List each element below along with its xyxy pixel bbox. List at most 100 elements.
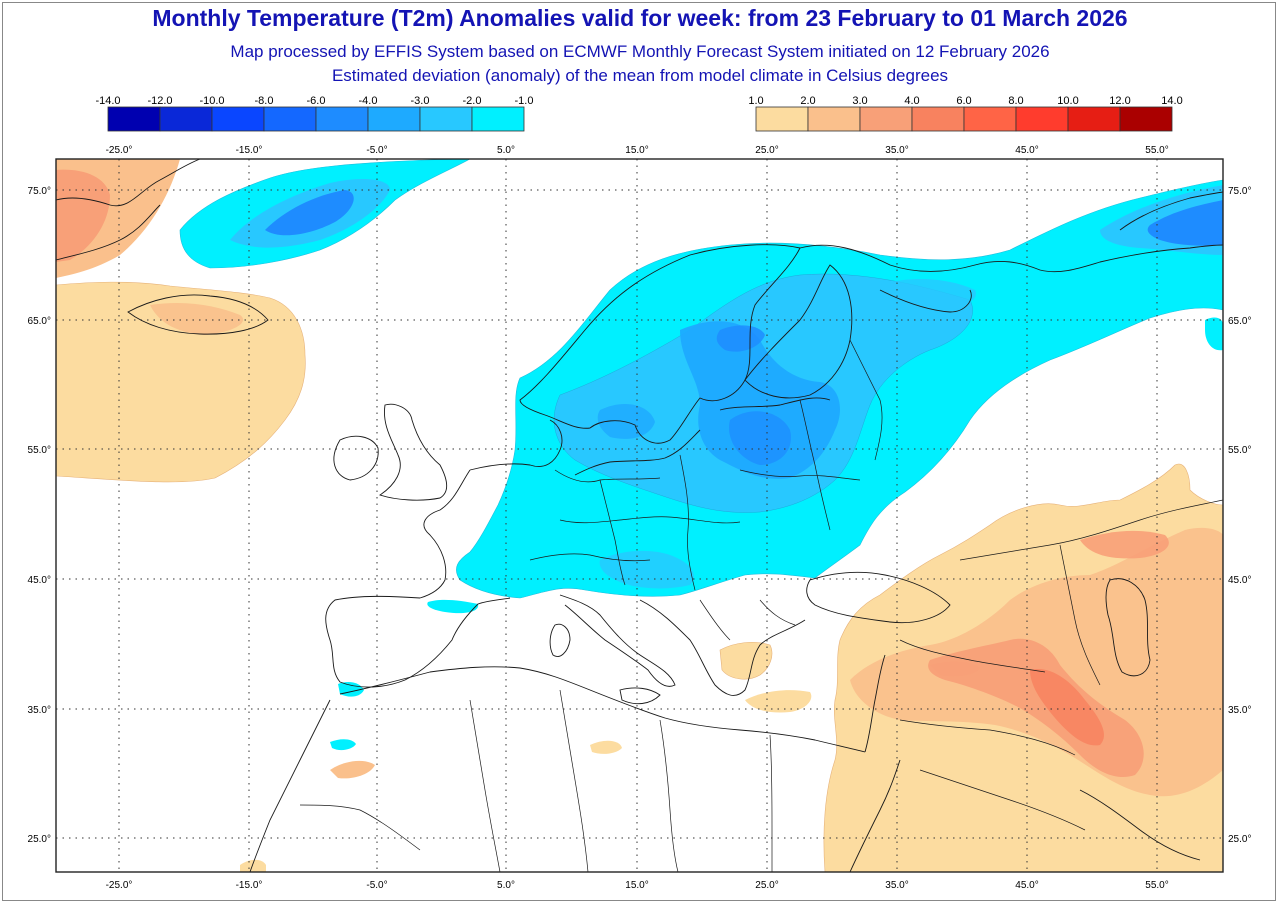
longitude-labels-bottom: -25.0° -15.0° -5.0° 5.0° 15.0° 25.0° 35.0° 45.0… <box>106 880 1169 891</box>
latitude-label: 65.0° <box>28 316 51 327</box>
warm-anomaly-zagros <box>1030 669 1105 746</box>
cold-anomaly-caspian-edge <box>1205 317 1223 351</box>
coastline-sicily <box>619 687 661 705</box>
legend-warm-swatch <box>1015 106 1069 132</box>
warm-anomaly-atlantic <box>56 281 306 483</box>
latitude-label: 75.0° <box>28 186 51 197</box>
longitude-labels-top: -25.0° -15.0° -5.0° 5.0° 15.0° 25.0° 35.0° 45.0… <box>106 145 1169 156</box>
warm-anomaly-sahara-2 <box>240 859 266 872</box>
warm-anomaly-atlantic-inner <box>150 303 244 335</box>
map-border <box>55 158 1224 873</box>
longitude-label: 45.0° <box>1015 880 1038 891</box>
longitude-label: 35.0° <box>885 880 908 891</box>
map-title: Monthly Temperature (T2m) Anomalies vali… <box>152 5 1128 31</box>
cold-anomaly-europe-5 <box>729 411 791 465</box>
coastline-iceland <box>127 294 269 335</box>
coastline-north-africa <box>339 666 866 753</box>
legend-cold-label: -10.0 <box>199 95 224 107</box>
latitude-label: 35.0° <box>1228 705 1251 716</box>
cold-anomaly-pyrenees <box>427 599 479 614</box>
coastline-west-africa <box>249 699 331 872</box>
warm-anomaly-aegean <box>719 641 773 680</box>
longitude-label: 15.0° <box>625 880 648 891</box>
coastline-sardinia <box>549 623 571 657</box>
cold-anomaly-europe-6 <box>597 403 655 439</box>
latitude-label: 25.0° <box>28 834 51 845</box>
warm-anomaly-algeria <box>330 760 375 779</box>
coastline-levant <box>864 654 886 753</box>
legend-cold-swatch <box>471 106 525 132</box>
latitude-labels-right: 75.0° 65.0° 55.0° 45.0° 35.0° 25.0° <box>1228 186 1251 845</box>
longitude-label: -15.0° <box>236 145 263 156</box>
legend-warm-swatch <box>807 106 861 132</box>
map-area <box>56 159 1223 872</box>
coastline-baltic <box>574 397 831 476</box>
cold-anomaly-north-atlantic-3 <box>265 190 354 236</box>
legend-warm-scale: 1.0 2.0 3.0 4.0 6.0 8.0 10.0 12.0 14.0 <box>748 95 1183 132</box>
longitude-label: -5.0° <box>366 880 387 891</box>
legend-cold-label: -12.0 <box>147 95 172 107</box>
warm-anomaly-egypt-strip <box>745 690 812 713</box>
legend-warm-swatch <box>911 106 965 132</box>
coastlines-and-borders <box>56 159 1223 872</box>
latitude-label: 45.0° <box>28 575 51 586</box>
coastline-caspian <box>1105 578 1151 677</box>
legend-warm-swatch <box>755 106 809 132</box>
legend-warm-label: 14.0 <box>1161 95 1182 107</box>
legend-warm-label: 4.0 <box>904 95 919 107</box>
longitude-label: 35.0° <box>885 145 908 156</box>
legend-cold-label: -1.0 <box>515 95 534 107</box>
legend-warm-label: 12.0 <box>1109 95 1130 107</box>
longitude-label: 5.0° <box>497 145 515 156</box>
coastline-finland <box>744 264 853 399</box>
map-subtitle-units: Estimated deviation (anomaly) of the mea… <box>331 66 949 85</box>
coastline-persian-gulf <box>1079 789 1201 861</box>
legend-cold-label: -3.0 <box>411 95 430 107</box>
coastline-great-britain <box>378 403 448 501</box>
coastline-italy <box>559 594 676 687</box>
longitude-label: 25.0° <box>755 145 778 156</box>
latitude-label: 45.0° <box>1228 575 1251 586</box>
legend-cold-swatch <box>367 106 421 132</box>
longitude-label: -25.0° <box>106 145 133 156</box>
legend-warm-label: 10.0 <box>1057 95 1078 107</box>
latitude-label: 35.0° <box>28 705 51 716</box>
latitude-labels-left: 75.0° 65.0° 55.0° 45.0° 35.0° 25.0° <box>28 186 51 845</box>
longitude-label: -25.0° <box>106 880 133 891</box>
cold-anomaly-kara-sea-2 <box>1147 200 1223 246</box>
cold-anomaly-europe-3 <box>680 321 840 479</box>
legend-cold-scale: -14.0 -12.0 -10.0 -8.0 -6.0 -4.0 -3.0 -2.0 -1.0 <box>95 95 534 132</box>
coastline-red-sea <box>849 759 901 872</box>
legend-cold-label: -6.0 <box>307 95 326 107</box>
map-subtitle-processing: Map processed by EFFIS System based on E… <box>230 42 1050 61</box>
longitude-label: 15.0° <box>625 145 648 156</box>
latitude-label: 25.0° <box>1228 834 1251 845</box>
warm-anomaly-caspian-south <box>1080 530 1169 559</box>
legend-warm-swatch <box>1119 106 1173 132</box>
legend-cold-swatch <box>211 106 265 132</box>
legend-warm-swatch <box>963 106 1017 132</box>
cold-anomaly-morocco-2 <box>330 739 356 751</box>
longitude-label: 5.0° <box>497 880 515 891</box>
legend-warm-label: 3.0 <box>852 95 867 107</box>
coastline-black-sea <box>806 571 951 624</box>
warm-anomaly-greenland-inner <box>56 169 110 262</box>
legend-warm-label: 1.0 <box>748 95 763 107</box>
legend-cold-swatch <box>107 106 161 132</box>
longitude-label: 25.0° <box>755 880 778 891</box>
latitude-label: 55.0° <box>1228 445 1251 456</box>
legend-cold-swatch <box>263 106 317 132</box>
legend-warm-swatch <box>859 106 913 132</box>
legend-cold-label: -8.0 <box>255 95 274 107</box>
longitude-label: -15.0° <box>236 880 263 891</box>
legend-cold-label: -14.0 <box>95 95 120 107</box>
coastline-ireland <box>333 435 379 481</box>
coastline-iberia <box>325 595 511 688</box>
coastline-north-sea <box>469 419 563 471</box>
legend-cold-label: -2.0 <box>463 95 482 107</box>
coastline-greenland <box>56 159 201 261</box>
coastline-balkans <box>639 599 806 696</box>
legend-warm-swatch <box>1067 106 1121 132</box>
longitude-label: 45.0° <box>1015 145 1038 156</box>
